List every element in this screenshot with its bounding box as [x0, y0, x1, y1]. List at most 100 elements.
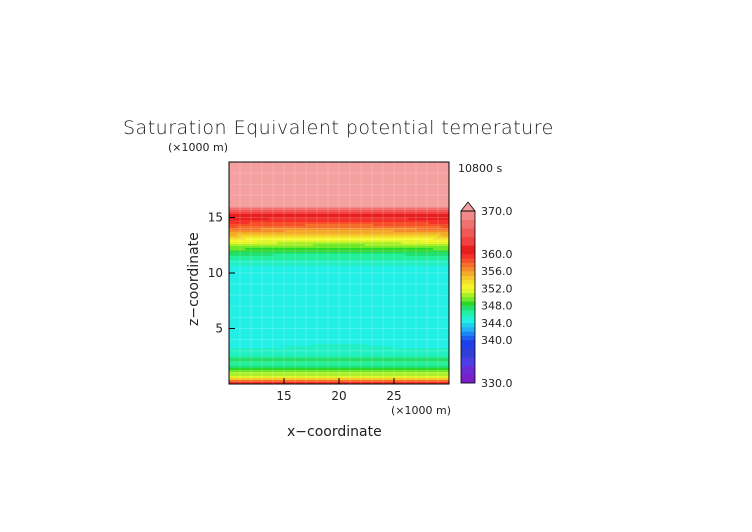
heatmap-cell — [393, 310, 398, 313]
heatmap-cell — [233, 232, 238, 235]
heatmap-cell — [397, 272, 402, 275]
heatmap-cell — [269, 178, 274, 181]
heatmap-cell — [393, 304, 398, 307]
heatmap-cell — [337, 202, 342, 205]
heatmap-cell — [421, 178, 426, 181]
heatmap-cell — [385, 194, 390, 197]
heatmap-cell — [317, 246, 322, 249]
heatmap-cell — [393, 182, 398, 185]
heatmap-cell — [253, 202, 258, 205]
heatmap-cell — [309, 270, 314, 273]
heatmap-cell — [273, 212, 278, 215]
heatmap-cell — [245, 310, 250, 313]
heatmap-cell — [233, 168, 238, 171]
heatmap-cell — [309, 322, 314, 325]
heatmap-cell — [269, 200, 274, 203]
heatmap-cell — [369, 336, 374, 339]
heatmap-cell — [429, 204, 434, 207]
heatmap-cell — [321, 200, 326, 203]
heatmap-cell — [325, 278, 330, 281]
heatmap-cell — [281, 258, 286, 261]
heatmap-cell — [365, 166, 370, 169]
heatmap-cell — [237, 198, 242, 201]
heatmap-cell — [265, 238, 270, 241]
heatmap-cell — [425, 298, 430, 301]
heatmap-cell — [345, 190, 350, 193]
heatmap-cell — [413, 192, 418, 195]
heatmap-cell — [421, 268, 426, 271]
heatmap-cell — [361, 212, 366, 215]
heatmap-cell — [437, 282, 442, 285]
heatmap-cell — [245, 166, 250, 169]
heatmap-cell — [281, 326, 286, 329]
heatmap-cell — [321, 196, 326, 199]
heatmap-cell — [241, 208, 246, 211]
heatmap-cell — [357, 268, 362, 271]
heatmap-cell — [385, 274, 390, 277]
heatmap-cell — [353, 334, 358, 337]
heatmap-cell — [301, 232, 306, 235]
heatmap-cell — [317, 298, 322, 301]
heatmap-cell — [409, 176, 414, 179]
heatmap-cell — [277, 184, 282, 187]
heatmap-cell — [441, 256, 446, 259]
heatmap-cell — [389, 324, 394, 327]
heatmap-cell — [417, 246, 422, 249]
heatmap-cell — [229, 254, 234, 257]
heatmap-cell — [321, 186, 326, 189]
heatmap-cell — [413, 340, 418, 343]
heatmap-cell — [321, 316, 326, 319]
heatmap-cell — [305, 306, 310, 309]
heatmap-cell — [433, 236, 438, 239]
heatmap-cell — [333, 280, 338, 283]
heatmap-cell — [305, 312, 310, 315]
heatmap-cell — [321, 310, 326, 313]
heatmap-cell — [349, 212, 354, 215]
heatmap-cell — [241, 226, 246, 229]
heatmap-cell — [421, 280, 426, 283]
heatmap-cell — [373, 258, 378, 261]
heatmap-cell — [257, 166, 262, 169]
heatmap-cell — [361, 168, 366, 171]
heatmap-cell — [301, 184, 306, 187]
heatmap-cell — [285, 284, 290, 287]
heatmap-cell — [317, 184, 322, 187]
heatmap-cell — [401, 164, 406, 167]
heatmap-cell — [429, 212, 434, 215]
heatmap-cell — [377, 198, 382, 201]
heatmap-cell — [357, 260, 362, 263]
heatmap-cell — [377, 270, 382, 273]
heatmap-cell — [341, 264, 346, 267]
heatmap-cell — [229, 312, 234, 315]
heatmap-cell — [265, 306, 270, 309]
heatmap-cell — [313, 264, 318, 267]
heatmap-cell — [421, 232, 426, 235]
heatmap-cell — [401, 312, 406, 315]
heatmap-cell — [429, 308, 434, 311]
heatmap-cell — [377, 166, 382, 169]
heatmap-cell — [433, 176, 438, 179]
heatmap-cell — [337, 172, 342, 175]
heatmap-cell — [365, 302, 370, 305]
heatmap-cell — [349, 206, 354, 209]
heatmap-cell — [345, 320, 350, 323]
heatmap-cell — [425, 200, 430, 203]
heatmap-cell — [273, 198, 278, 201]
heatmap-cell — [233, 242, 238, 245]
heatmap-cell — [381, 194, 386, 197]
heatmap-cell — [309, 316, 314, 319]
heatmap-cell — [357, 222, 362, 225]
heatmap-cell — [313, 300, 318, 303]
heatmap-cell — [305, 270, 310, 273]
heatmap-cell — [313, 260, 318, 263]
heatmap-cell — [325, 190, 330, 193]
heatmap-cell — [305, 280, 310, 283]
heatmap-cell — [389, 298, 394, 301]
heatmap-cell — [321, 182, 326, 185]
heatmap-cell — [329, 278, 334, 281]
heatmap-cell — [289, 272, 294, 275]
heatmap-cell — [413, 166, 418, 169]
heatmap-cell — [229, 204, 234, 207]
heatmap-cell — [381, 222, 386, 225]
heatmap-cell — [413, 336, 418, 339]
